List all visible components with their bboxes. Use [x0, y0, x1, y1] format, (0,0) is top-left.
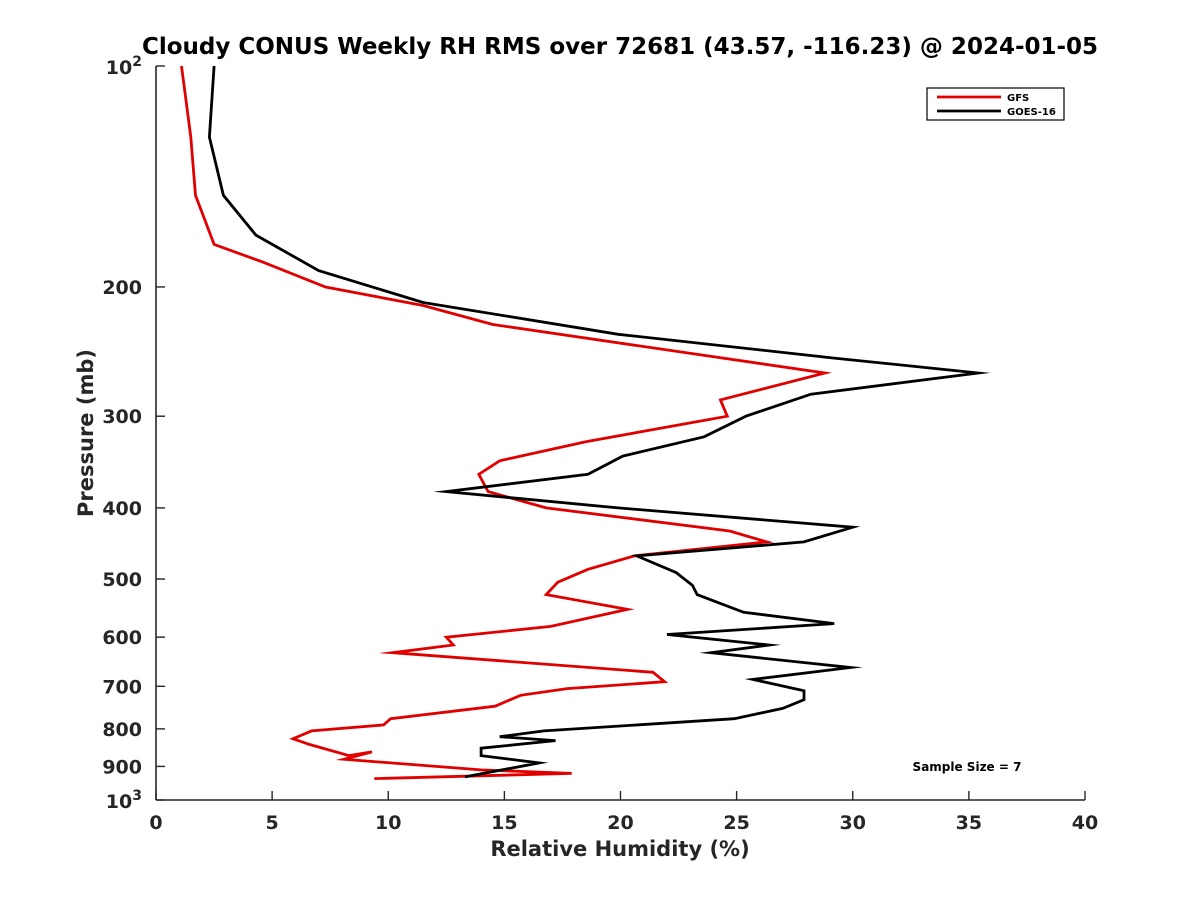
x-tick-label: 5	[266, 812, 279, 834]
y-tick-label: 900	[102, 756, 142, 778]
legend-box	[926, 87, 1065, 121]
chart-title: Cloudy CONUS Weekly RH RMS over 72681 (4…	[142, 34, 1098, 60]
y-tick-label: 200	[102, 277, 142, 299]
series-line-gfs	[180, 65, 832, 780]
y-axis-label: Pressure (mb)	[74, 349, 98, 517]
x-tick-label: 30	[840, 812, 866, 834]
series-line-goes-16	[207, 65, 991, 779]
legend-label-gfs: GFS	[1007, 93, 1029, 104]
axes: 0 5 10 15 20 25 30 35 40 102 200 300 400 500 600 700 800…	[102, 54, 1098, 834]
y-tick-label: 102	[106, 54, 142, 79]
series-layer	[180, 65, 991, 780]
x-tick-label: 20	[607, 812, 633, 834]
x-tick-label: 40	[1072, 812, 1098, 834]
x-tick-label: 15	[491, 812, 517, 834]
y-tick-label: 800	[102, 719, 142, 741]
x-axis-label: Relative Humidity (%)	[490, 837, 749, 861]
y-tick-label: 700	[102, 676, 142, 698]
sample-size-annotation: Sample Size = 7	[913, 760, 1022, 774]
x-tick-label: 0	[149, 812, 162, 834]
legend-label-goes-16: GOES-16	[1007, 107, 1056, 118]
x-tick-label: 10	[375, 812, 401, 834]
y-tick-label: 600	[102, 627, 142, 649]
x-tick-label: 35	[956, 812, 982, 834]
legend: GFS GOES-16	[926, 87, 1065, 121]
y-tick-label: 300	[102, 406, 142, 428]
x-tick-label: 25	[723, 812, 749, 834]
y-tick-label: 500	[102, 569, 142, 591]
y-tick-label: 103	[106, 788, 142, 813]
y-tick-label: 400	[102, 498, 142, 520]
